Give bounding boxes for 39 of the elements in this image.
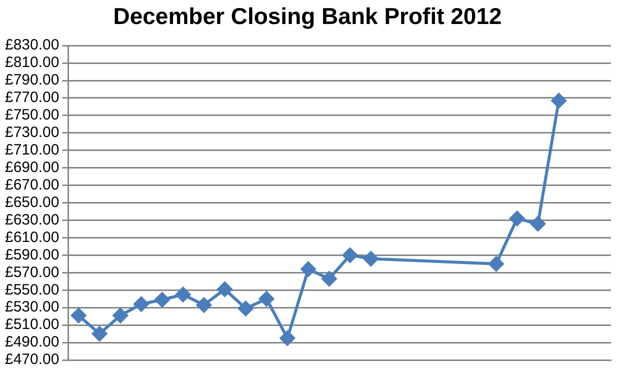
- point: [196, 297, 212, 312]
- y-tick-label: £730.00: [4, 124, 60, 142]
- y-tick-label: £670.00: [4, 176, 60, 194]
- point: [259, 291, 274, 306]
- y-tick-label: £610.00: [4, 228, 60, 246]
- y-tick-label: £750.00: [4, 106, 60, 124]
- y-tick-label: £650.00: [4, 194, 60, 211]
- y-tick-label: £690.00: [4, 159, 60, 176]
- point: [342, 248, 358, 263]
- point: [530, 216, 546, 232]
- point: [112, 308, 128, 323]
- chart-title: December Closing Bank Profit 2012: [113, 3, 502, 30]
- point: [322, 271, 337, 286]
- y-tick-label: £710.00: [4, 142, 60, 159]
- y-tick-label: £470.00: [4, 351, 60, 368]
- y-tick-label: £530.00: [4, 298, 60, 316]
- y-tick-label: £590.00: [4, 246, 60, 264]
- y-tick-label: £770.00: [4, 89, 60, 106]
- y-tick-label: £630.00: [4, 211, 60, 228]
- y-tick-label: £830.00: [4, 36, 60, 54]
- point: [488, 256, 504, 272]
- y-tick-label: £510.00: [4, 316, 60, 334]
- point: [551, 93, 566, 108]
- y-tick-label: £490.00: [4, 334, 60, 351]
- point: [510, 211, 525, 226]
- point: [217, 282, 232, 297]
- point: [280, 330, 295, 346]
- point: [154, 292, 170, 308]
- point: [71, 308, 86, 323]
- point: [363, 251, 378, 266]
- point: [134, 296, 149, 312]
- point: [176, 287, 191, 302]
- point: [300, 262, 316, 277]
- y-tick-label: £790.00: [4, 72, 60, 89]
- y-tick-label: £550.00: [4, 281, 60, 298]
- point: [92, 326, 108, 342]
- y-tick-label: £570.00: [4, 264, 60, 281]
- y-tick-label: £810.00: [4, 54, 60, 72]
- point: [238, 300, 254, 316]
